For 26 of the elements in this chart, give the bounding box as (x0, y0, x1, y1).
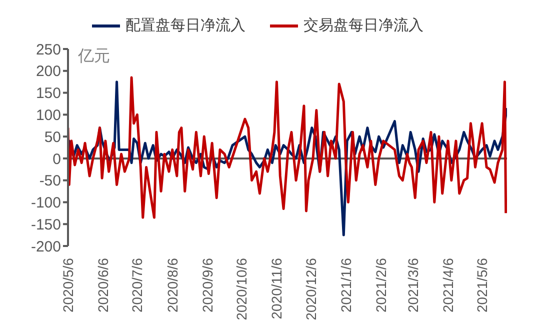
y-tick-label: 0 (52, 150, 61, 168)
y-tick-label: -150 (30, 216, 61, 234)
x-tick-label: 2021/5/6 (474, 258, 490, 312)
y-tick-label: 250 (36, 41, 61, 58)
x-tick-label: 2021/4/6 (440, 258, 456, 312)
x-tick-label: 2020/10/6 (234, 258, 250, 320)
x-tick-label: 2021/3/6 (404, 258, 421, 312)
y-tick-label: -50 (39, 172, 61, 190)
x-tick-label: 2020/6/6 (95, 258, 112, 312)
y-tick-label: 200 (36, 63, 61, 80)
y-axis-title: 亿元 (77, 48, 110, 65)
y-tick-label: -200 (30, 238, 61, 256)
y-tick-label: 50 (44, 128, 61, 146)
legend-label: 配置盘每日净流入 (126, 16, 246, 35)
y-tick-label: 100 (36, 106, 61, 124)
y-tick-label: -100 (30, 194, 61, 212)
x-tick-label: 2020/5/6 (60, 258, 76, 312)
x-tick-label: 2021/1/6 (338, 258, 354, 312)
legend-label: 交易盘每日净流入 (304, 16, 424, 35)
x-tick-label: 2020/9/6 (200, 258, 216, 312)
x-tick-label: 2020/11/6 (268, 258, 285, 320)
x-tick-label: 2020/7/6 (129, 258, 146, 312)
x-tick-label: 2021/2/6 (373, 258, 390, 312)
x-tick-label: 2020/8/6 (164, 258, 180, 312)
x-tick-label: 2020/12/6 (302, 258, 319, 320)
y-tick-label: 150 (36, 85, 61, 102)
